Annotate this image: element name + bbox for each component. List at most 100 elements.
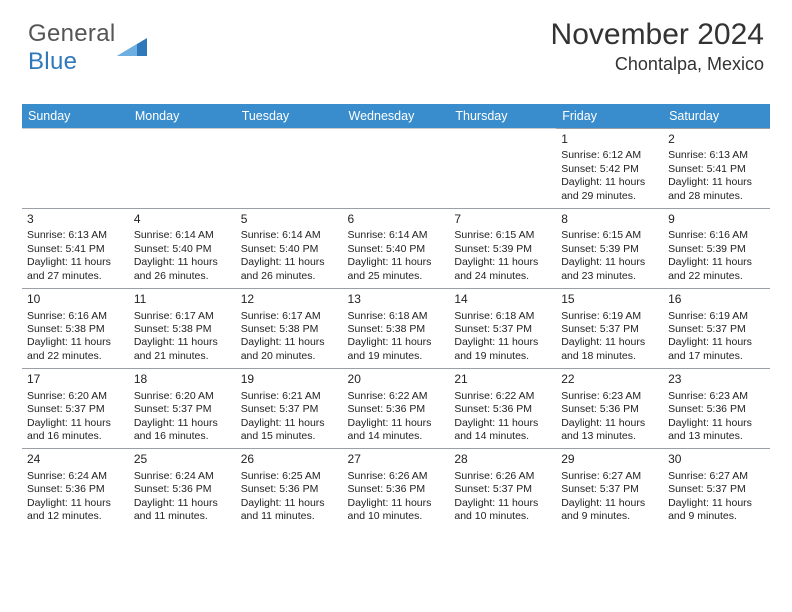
sunset-line: Sunset: 5:37 PM (454, 323, 551, 336)
sunrise-line: Sunrise: 6:24 AM (134, 470, 231, 483)
day-cell (22, 129, 129, 209)
day-cell: 19Sunrise: 6:21 AMSunset: 5:37 PMDayligh… (236, 369, 343, 449)
day-number: 2 (668, 132, 765, 147)
sunset-line: Sunset: 5:42 PM (561, 163, 658, 176)
day-cell: 17Sunrise: 6:20 AMSunset: 5:37 PMDayligh… (22, 369, 129, 449)
day-header: Tuesday (236, 104, 343, 129)
sunset-line: Sunset: 5:40 PM (134, 243, 231, 256)
sunset-line: Sunset: 5:36 PM (241, 483, 338, 496)
day-cell: 14Sunrise: 6:18 AMSunset: 5:37 PMDayligh… (449, 289, 556, 369)
sunset-line: Sunset: 5:36 PM (348, 403, 445, 416)
sunrise-line: Sunrise: 6:14 AM (348, 229, 445, 242)
day-cell: 3Sunrise: 6:13 AMSunset: 5:41 PMDaylight… (22, 209, 129, 289)
day-cell: 26 Sunrise: 6:25 AMSunset: 5:36 PMDayligh… (236, 449, 343, 529)
sunset-line: Sunset: 5:36 PM (454, 403, 551, 416)
sunset-line: Sunset: 5:36 PM (27, 483, 124, 496)
daylight-line: Daylight: 11 hours and 23 minutes. (561, 256, 658, 283)
sunrise-line: Sunrise: 6:19 AM (668, 310, 765, 323)
sunset-line: Sunset: 5:37 PM (134, 403, 231, 416)
day-cell (129, 129, 236, 209)
sunrise-line: Sunrise: 6:21 AM (241, 390, 338, 403)
day-cell: 25Sunrise: 6:24 AMSunset: 5:36 PMDayligh… (129, 449, 236, 529)
daylight-line: Daylight: 11 hours and 16 minutes. (134, 417, 231, 444)
day-cell: 16Sunrise: 6:19 AMSunset: 5:37 PMDayligh… (663, 289, 770, 369)
day-cell: 21Sunrise: 6:22 AMSunset: 5:36 PMDayligh… (449, 369, 556, 449)
sunset-line: Sunset: 5:37 PM (561, 323, 658, 336)
daylight-line: Daylight: 11 hours and 27 minutes. (27, 256, 124, 283)
sunrise-line: Sunrise: 6:19 AM (561, 310, 658, 323)
logo-text-blue: Blue (28, 48, 77, 75)
sunset-line: Sunset: 5:36 PM (668, 403, 765, 416)
daylight-line: Daylight: 11 hours and 17 minutes. (668, 336, 765, 363)
day-cell: 1Sunrise: 6:12 AMSunset: 5:42 PMDaylight… (556, 129, 663, 209)
sunrise-line: Sunrise: 6:22 AM (454, 390, 551, 403)
day-cell: 23Sunrise: 6:23 AMSunset: 5:36 PMDayligh… (663, 369, 770, 449)
sunset-line: Sunset: 5:39 PM (668, 243, 765, 256)
daylight-line: Daylight: 11 hours and 24 minutes. (454, 256, 551, 283)
day-number: 19 (241, 372, 338, 387)
day-cell: 29Sunrise: 6:27 AMSunset: 5:37 PMDayligh… (556, 449, 663, 529)
day-cell: 28Sunrise: 6:26 AMSunset: 5:37 PMDayligh… (449, 449, 556, 529)
day-header: Thursday (449, 104, 556, 129)
day-number: 12 (241, 292, 338, 307)
day-number: 26 (241, 452, 338, 467)
sunrise-line: Sunrise: 6:13 AM (27, 229, 124, 242)
day-cell (449, 129, 556, 209)
sunset-line: Sunset: 5:38 PM (241, 323, 338, 336)
day-number: 27 (348, 452, 445, 467)
calendar-header-row: SundayMondayTuesdayWednesdayThursdayFrid… (22, 104, 770, 129)
sunset-line: Sunset: 5:40 PM (241, 243, 338, 256)
day-header: Sunday (22, 104, 129, 129)
sunrise-line: Sunrise: 6:23 AM (668, 390, 765, 403)
day-header: Wednesday (343, 104, 450, 129)
sunrise-line: Sunrise: 6:13 AM (668, 149, 765, 162)
week-row: 17Sunrise: 6:20 AMSunset: 5:37 PMDayligh… (22, 369, 770, 449)
sunset-line: Sunset: 5:37 PM (561, 483, 658, 496)
day-cell: 5Sunrise: 6:14 AMSunset: 5:40 PMDaylight… (236, 209, 343, 289)
day-cell: 8Sunrise: 6:15 AMSunset: 5:39 PMDaylight… (556, 209, 663, 289)
sunset-line: Sunset: 5:38 PM (134, 323, 231, 336)
day-number: 30 (668, 452, 765, 467)
daylight-line: Daylight: 11 hours and 11 minutes. (134, 497, 231, 524)
sunrise-line: Sunrise: 6:17 AM (241, 310, 338, 323)
sunset-line: Sunset: 5:38 PM (27, 323, 124, 336)
day-cell: 2Sunrise: 6:13 AMSunset: 5:41 PMDaylight… (663, 129, 770, 209)
daylight-line: Daylight: 11 hours and 25 minutes. (348, 256, 445, 283)
day-number: 28 (454, 452, 551, 467)
day-number: 8 (561, 212, 658, 227)
day-number: 3 (27, 212, 124, 227)
calendar-table: SundayMondayTuesdayWednesdayThursdayFrid… (22, 104, 770, 529)
daylight-line: Daylight: 11 hours and 11 minutes. (241, 497, 338, 524)
daylight-line: Daylight: 11 hours and 28 minutes. (668, 176, 765, 203)
daylight-line: Daylight: 11 hours and 19 minutes. (454, 336, 551, 363)
day-number: 24 (27, 452, 124, 467)
sunrise-line: Sunrise: 6:25 AM (241, 470, 338, 483)
sunset-line: Sunset: 5:37 PM (668, 483, 765, 496)
sunrise-line: Sunrise: 6:26 AM (348, 470, 445, 483)
daylight-line: Daylight: 11 hours and 10 minutes. (454, 497, 551, 524)
logo-text: General Blue (28, 20, 115, 76)
day-number: 29 (561, 452, 658, 467)
sunrise-line: Sunrise: 6:23 AM (561, 390, 658, 403)
daylight-line: Daylight: 11 hours and 29 minutes. (561, 176, 658, 203)
sunset-line: Sunset: 5:38 PM (348, 323, 445, 336)
location: Chontalpa, Mexico (551, 54, 764, 75)
day-cell: 10Sunrise: 6:16 AMSunset: 5:38 PMDayligh… (22, 289, 129, 369)
sunrise-line: Sunrise: 6:20 AM (27, 390, 124, 403)
day-number: 1 (561, 132, 658, 147)
daylight-line: Daylight: 11 hours and 9 minutes. (668, 497, 765, 524)
day-number: 20 (348, 372, 445, 387)
day-cell: 30Sunrise: 6:27 AMSunset: 5:37 PMDayligh… (663, 449, 770, 529)
daylight-line: Daylight: 11 hours and 19 minutes. (348, 336, 445, 363)
day-cell: 13Sunrise: 6:18 AMSunset: 5:38 PMDayligh… (343, 289, 450, 369)
sunrise-line: Sunrise: 6:14 AM (241, 229, 338, 242)
daylight-line: Daylight: 11 hours and 26 minutes. (241, 256, 338, 283)
sunrise-line: Sunrise: 6:26 AM (454, 470, 551, 483)
day-cell: 15Sunrise: 6:19 AMSunset: 5:37 PMDayligh… (556, 289, 663, 369)
sunset-line: Sunset: 5:37 PM (241, 403, 338, 416)
day-cell: 6Sunrise: 6:14 AMSunset: 5:40 PMDaylight… (343, 209, 450, 289)
day-number: 14 (454, 292, 551, 307)
daylight-line: Daylight: 11 hours and 9 minutes. (561, 497, 658, 524)
day-header: Friday (556, 104, 663, 129)
title-block: November 2024 Chontalpa, Mexico (551, 18, 764, 75)
